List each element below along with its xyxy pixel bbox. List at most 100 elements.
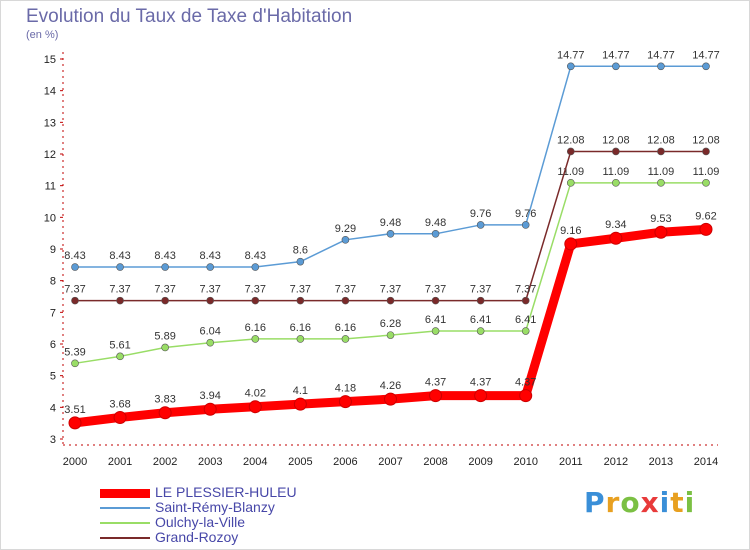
data-point [612,147,620,156]
y-tick-label: 11 [45,181,56,193]
data-label: 8.43 [200,250,221,262]
legend-label: Saint-Rémy-Blanzy [155,499,275,515]
data-label: 9.62 [695,210,716,222]
data-point [251,335,260,343]
y-tick-label: 13 [44,117,56,129]
chart-units: (en %) [26,29,59,41]
data-label: 6.41 [515,314,536,326]
data-label: 9.53 [650,213,671,225]
logo-letter: t [670,486,685,519]
y-tick-label: 9 [50,244,56,256]
data-label: 8.43 [245,250,266,262]
x-tick-label: 2004 [243,456,267,468]
data-label: 9.16 [560,225,581,237]
y-tick-label: 7 [50,307,56,319]
data-point [296,257,305,266]
data-point [521,296,530,305]
data-label: 7.37 [335,284,356,296]
data-point [251,263,260,271]
data-label: 11.09 [557,166,584,178]
data-point [296,296,305,305]
x-tick-label: 2013 [649,456,673,468]
data-point [161,263,169,271]
data-point [384,392,397,406]
proxiti-logo: Proxiti [584,486,695,519]
data-label: 9.76 [470,208,491,220]
data-point [71,263,79,271]
y-tick-label: 6 [50,339,56,351]
data-point [296,335,305,343]
logo-letter: x [640,486,660,519]
data-label: 4.1 [293,385,308,397]
data-label: 6.16 [245,322,266,334]
data-point [566,62,575,71]
data-label: 6.16 [335,322,356,334]
data-label: 6.28 [380,318,401,330]
data-point [429,389,443,403]
data-point [161,343,169,352]
data-label: 4.37 [470,377,491,389]
logo-letter: i [684,486,696,519]
y-tick-label: 4 [50,402,56,414]
data-label: 5.61 [109,339,130,351]
data-label: 4.37 [515,377,536,389]
data-label: 14.77 [602,49,630,61]
data-point [476,327,485,335]
data-point [566,147,575,156]
data-point [116,263,124,271]
data-label: 9.48 [425,217,446,229]
y-tick-label: 10 [44,212,56,224]
data-label: 3.83 [154,394,175,406]
data-label: 7.37 [64,284,85,296]
data-point [521,221,530,229]
data-label: 7.37 [200,284,221,296]
data-point [702,62,710,71]
data-label: 12.08 [602,134,630,146]
data-label: 6.04 [200,326,221,338]
y-tick-label: 3 [50,434,56,446]
data-point [702,179,710,187]
x-tick-label: 2011 [559,456,583,468]
data-point [341,335,350,343]
data-point [702,147,710,156]
y-tick-label: 15 [44,54,56,66]
logo-letter: r [605,486,621,519]
data-label: 6.41 [425,314,446,326]
legend-swatch [100,537,150,539]
chart-title: Evolution du Taux de Taxe d'Habitation [26,6,353,27]
x-tick-label: 2009 [468,456,492,468]
data-point [657,179,665,187]
x-tick-label: 2001 [108,456,132,468]
data-label: 5.39 [64,346,85,358]
data-point [203,402,217,416]
data-label: 7.37 [109,284,130,296]
y-tick-label: 8 [50,276,56,288]
logo-letter: P [584,486,606,519]
legend-label: LE PLESSIER-HULEU [155,484,297,500]
data-point [657,62,665,71]
data-label: 8.43 [109,250,130,262]
data-point [116,296,124,305]
y-tick-label: 5 [50,371,56,383]
data-point [386,331,395,339]
data-point [71,359,79,368]
data-point [612,179,620,187]
x-tick-label: 2003 [198,456,222,468]
data-point [341,296,350,305]
data-label: 11.09 [648,166,675,178]
data-label: 7.37 [290,284,311,296]
data-point [113,410,127,424]
data-point [386,296,395,305]
x-tick-label: 2000 [63,456,87,468]
legend-swatch [100,488,150,498]
data-label: 4.37 [425,377,446,389]
data-point [71,296,79,305]
data-label: 11.09 [602,166,629,178]
data-label: 6.16 [290,322,311,334]
data-point [654,225,668,239]
data-point [612,62,620,71]
data-point [657,147,665,156]
logo-letter: i [659,486,671,519]
data-label: 3.68 [109,398,130,410]
